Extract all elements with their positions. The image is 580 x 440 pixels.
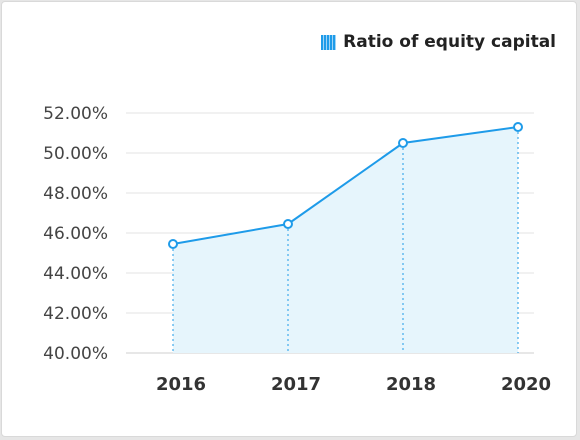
y-tick-label: 50.00% bbox=[43, 144, 108, 164]
x-tick-label: 2016 bbox=[156, 374, 206, 395]
data-point bbox=[513, 122, 523, 132]
y-tick-label: 44.00% bbox=[43, 264, 108, 284]
drop-lines bbox=[172, 127, 519, 353]
legend-swatch bbox=[321, 34, 337, 50]
series-area bbox=[173, 127, 518, 353]
data-point bbox=[398, 138, 408, 148]
legend: Ratio of equity capital bbox=[321, 32, 556, 52]
x-tick-label: 2018 bbox=[386, 374, 436, 395]
x-axis-ticks: 2016 2017 2018 2020 bbox=[156, 374, 551, 395]
data-point bbox=[283, 219, 293, 229]
data-point bbox=[168, 239, 178, 249]
x-tick-label: 2020 bbox=[501, 374, 551, 395]
series-line-layer bbox=[172, 126, 519, 245]
y-tick-label: 40.00% bbox=[43, 344, 108, 364]
series-line bbox=[172, 126, 519, 245]
y-tick-label: 46.00% bbox=[43, 224, 108, 244]
y-axis-ticks: 40.00% 42.00% 44.00% 46.00% 48.00% 50.00% 52.0… bbox=[43, 104, 108, 364]
data-points bbox=[168, 122, 523, 249]
y-tick-label: 52.00% bbox=[43, 104, 108, 124]
x-tick-label: 2017 bbox=[271, 374, 321, 395]
y-tick-label: 48.00% bbox=[43, 184, 108, 204]
area-fill-layer bbox=[173, 127, 518, 353]
y-tick-label: 42.00% bbox=[43, 304, 108, 324]
legend-label: Ratio of equity capital bbox=[343, 32, 556, 52]
